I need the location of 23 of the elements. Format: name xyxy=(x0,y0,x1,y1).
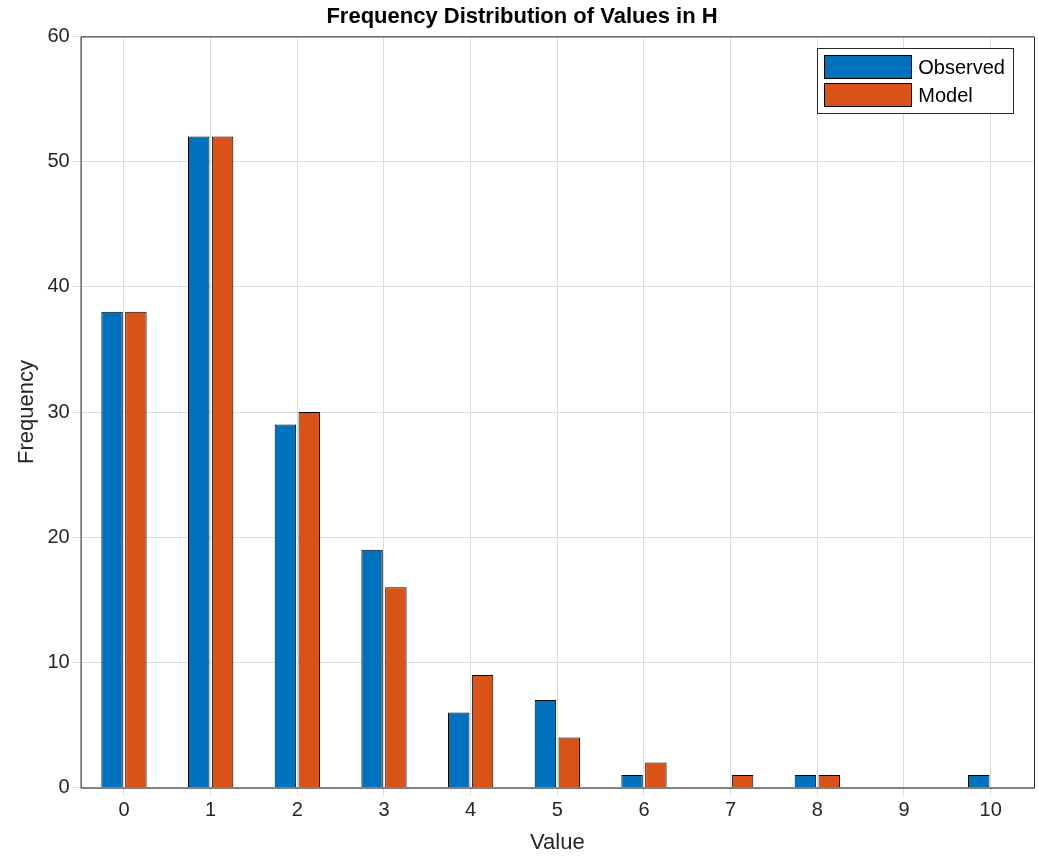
legend-label: Observed xyxy=(918,55,1005,79)
y-tick-label: 30 xyxy=(47,399,70,422)
chart-title: Frequency Distribution of Values in H xyxy=(326,3,718,29)
x-tick-label: 5 xyxy=(551,798,563,821)
y-axis-title: Frequency xyxy=(13,360,39,464)
y-tick-label: 50 xyxy=(47,149,70,172)
y-tick-label: 0 xyxy=(58,775,70,798)
x-tick-label: 10 xyxy=(979,798,1002,821)
x-tick-label: 2 xyxy=(291,798,303,821)
y-tick-label: 40 xyxy=(47,274,70,297)
x-tick-label: 9 xyxy=(898,798,910,821)
y-tick-label: 10 xyxy=(47,649,70,672)
x-tick-label: 3 xyxy=(378,798,390,821)
x-tick-label: 6 xyxy=(638,798,650,821)
y-tick-label: 20 xyxy=(47,524,70,547)
x-axis-title: Value xyxy=(530,828,585,854)
y-tick-label: 60 xyxy=(47,23,70,46)
x-tick-label: 0 xyxy=(118,798,130,821)
x-tick-label: 8 xyxy=(811,798,823,821)
legend-label: Model xyxy=(918,83,973,107)
x-tick-label: 7 xyxy=(725,798,737,821)
x-tick-label: 4 xyxy=(465,798,477,821)
x-tick-label: 1 xyxy=(205,798,217,821)
